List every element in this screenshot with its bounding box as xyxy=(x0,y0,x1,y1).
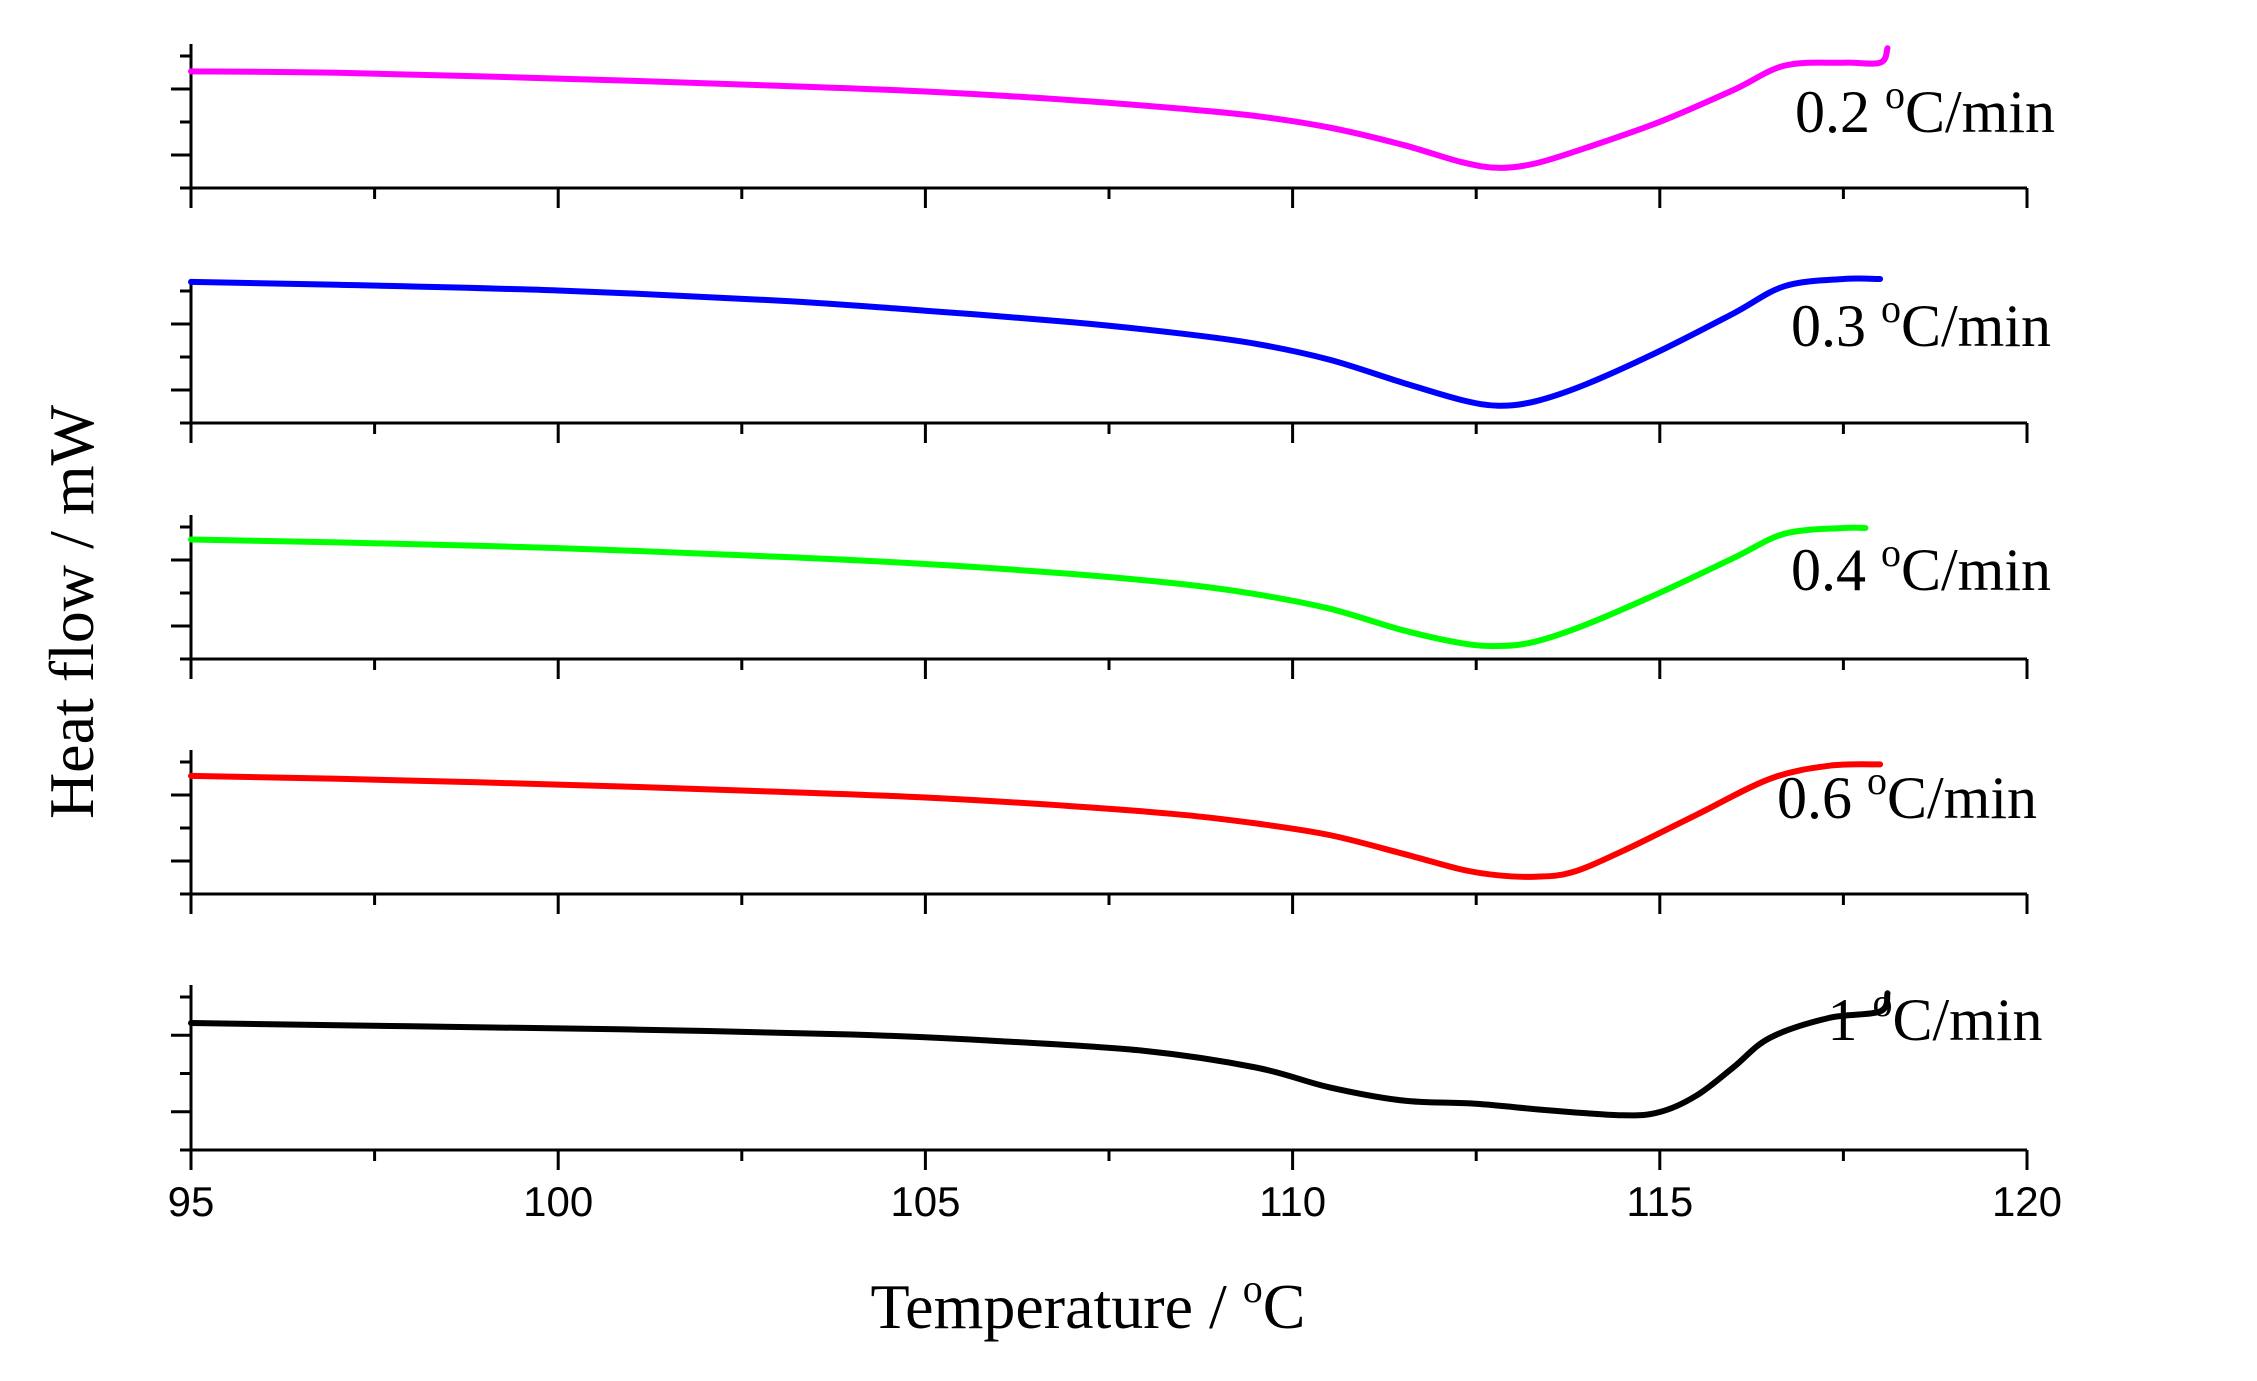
series-label-sup: o xyxy=(1867,758,1887,803)
series-line xyxy=(188,990,1891,1119)
series-label-unit: C/min xyxy=(1901,537,2051,603)
panel: 0.6 oC/min xyxy=(171,750,2037,914)
x-tick-label: 110 xyxy=(1259,1178,1326,1225)
series-label: 0.2 oC/min xyxy=(1795,72,2055,145)
series-label-unit: C/min xyxy=(1887,765,2037,831)
x-tick-label: 100 xyxy=(523,1178,593,1225)
series-label-sup: o xyxy=(1881,286,1901,331)
x-tick-label: 105 xyxy=(890,1178,960,1225)
series-label: 1 oC/min xyxy=(1827,980,2042,1053)
series-label-value: 1 xyxy=(1827,987,1872,1053)
series-label-value: 0.3 xyxy=(1791,293,1881,359)
series-label-value: 0.6 xyxy=(1777,765,1867,831)
series-label-unit: C/min xyxy=(1905,79,2055,145)
series-line xyxy=(188,524,1869,650)
series-label: 0.3 oC/min xyxy=(1791,286,2051,359)
series-line xyxy=(188,761,1884,880)
panel: 1 oC/min xyxy=(171,980,2043,1170)
series-label-value: 0.2 xyxy=(1795,79,1885,145)
x-tick-label: 115 xyxy=(1626,1178,1693,1225)
x-tick-label: 120 xyxy=(1992,1178,2062,1225)
x-axis-title-unit: C xyxy=(1263,1271,1306,1342)
x-axis-title-sup: o xyxy=(1243,1266,1263,1311)
x-axis-title-main: Temperature / xyxy=(871,1271,1243,1342)
series-label: 0.6 oC/min xyxy=(1777,758,2037,831)
series-label: 0.4 oC/min xyxy=(1791,530,2051,603)
series-label-unit: C/min xyxy=(1892,987,2042,1053)
x-tick-label: 95 xyxy=(168,1178,215,1225)
series-label-unit: C/min xyxy=(1901,293,2051,359)
y-axis-title: Heat flow / mW xyxy=(36,404,107,819)
x-axis-title: Temperature / oC xyxy=(871,1266,1306,1342)
x-axis: 95 100 105 110 115 120 xyxy=(168,1178,2062,1225)
panel: 0.4 oC/min xyxy=(171,515,2051,679)
series-label-sup: o xyxy=(1881,530,1901,575)
series-label-sup: o xyxy=(1885,72,1905,117)
series-label-sup: o xyxy=(1872,980,1892,1025)
panel: 0.3 oC/min xyxy=(171,275,2051,443)
panel: 0.2 oC/min xyxy=(171,44,2055,208)
series-line xyxy=(188,275,1884,409)
series-line xyxy=(188,45,1891,171)
series-label-value: 0.4 xyxy=(1791,537,1881,603)
